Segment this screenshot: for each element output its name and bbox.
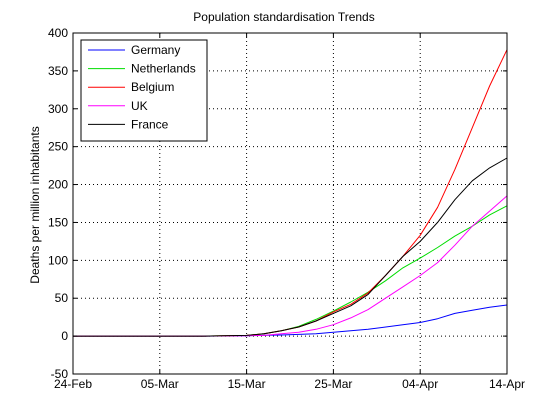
x-tick-label: 24-Feb [54,377,92,391]
x-tick-label: 05-Mar [141,377,179,391]
x-tick-label: 04-Apr [402,377,438,391]
y-tick-label: 300 [48,102,68,116]
chart-title: Population standardisation Trends [193,10,374,24]
legend-label: Germany [131,43,180,57]
x-tick-label: 14-Apr [489,377,525,391]
y-tick-label: -50 [51,367,69,381]
y-tick-label: 400 [48,26,68,40]
legend-label: Netherlands [131,62,196,76]
y-tick-label: 100 [48,253,68,267]
legend-label: France [131,117,169,131]
series-line-france [73,157,508,337]
y-tick-label: 0 [61,329,68,343]
y-tick-label: 350 [48,64,68,78]
axes-box [72,32,508,375]
legend: Germany Netherlands Belgium UK France [80,39,208,142]
y-tick-label: 200 [48,178,68,192]
legend-label: UK [131,99,148,113]
y-axis-label: Deaths per million inhabitants [28,126,42,283]
legend-label: Belgium [131,80,174,94]
x-tick-label: 25-Mar [314,377,352,391]
x-tick-label: 15-Mar [228,377,266,391]
y-tick-label: 150 [48,215,68,229]
y-tick-label: 250 [48,140,68,154]
y-tick-label: 50 [55,291,69,305]
